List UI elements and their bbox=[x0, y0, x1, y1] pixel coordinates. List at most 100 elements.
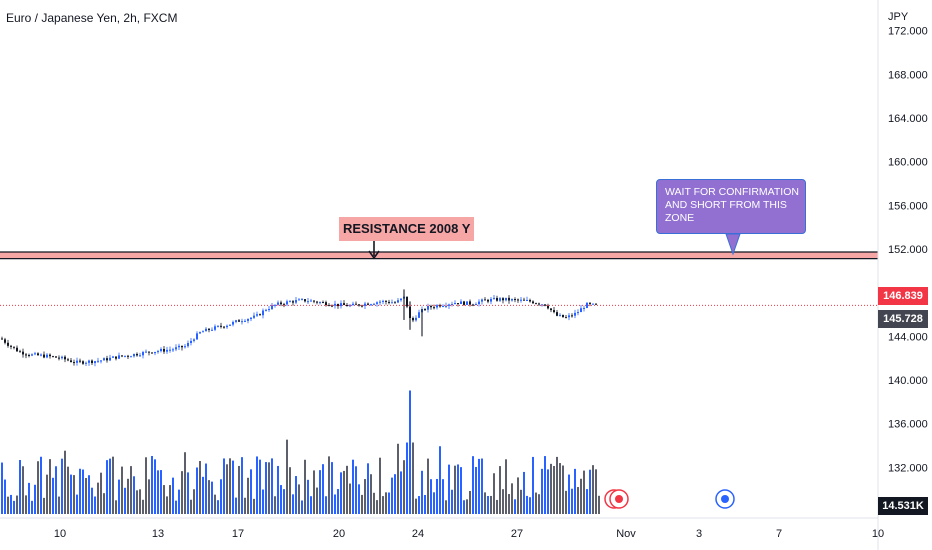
candle-body bbox=[52, 356, 54, 358]
volume-bar bbox=[244, 497, 246, 514]
volume-bar bbox=[262, 489, 264, 514]
x-tick-label: 3 bbox=[696, 528, 702, 540]
volume-bar bbox=[370, 474, 372, 514]
volume-bar bbox=[295, 476, 297, 514]
volume-bar bbox=[361, 494, 363, 514]
candle-body bbox=[40, 354, 42, 356]
candle-body bbox=[214, 326, 216, 330]
volume-bar bbox=[478, 458, 480, 514]
candles bbox=[1, 289, 597, 367]
volume-bar bbox=[475, 466, 477, 514]
candle-body bbox=[532, 301, 534, 304]
resistance-label[interactable]: RESISTANCE 2008 Y bbox=[339, 217, 475, 241]
volume-bar bbox=[457, 464, 459, 514]
candle-body bbox=[76, 360, 78, 363]
volume-bar bbox=[1, 462, 3, 514]
candle-body bbox=[313, 300, 315, 302]
volume-bar bbox=[91, 487, 93, 514]
candle-body bbox=[37, 353, 39, 356]
volume-bar bbox=[427, 458, 429, 514]
candle-body bbox=[487, 299, 489, 302]
candle-body bbox=[46, 354, 48, 358]
candle-body bbox=[94, 361, 96, 364]
candle-body bbox=[373, 303, 375, 305]
candle-body bbox=[556, 312, 558, 316]
candle-body bbox=[523, 299, 525, 301]
candle-body bbox=[502, 298, 504, 301]
candle-body bbox=[115, 356, 117, 359]
candle-body bbox=[79, 360, 81, 362]
volume-bar bbox=[190, 499, 192, 514]
volume-bar bbox=[484, 492, 486, 514]
volume-bar bbox=[313, 470, 315, 514]
volume-bar bbox=[271, 458, 273, 514]
callout-note[interactable]: WAIT FOR CONFIRMATION AND SHORT FROM THI… bbox=[656, 179, 806, 234]
volume-bar bbox=[232, 460, 234, 514]
x-tick-label: 27 bbox=[511, 528, 523, 540]
candle-body bbox=[538, 303, 540, 305]
volume-bar bbox=[241, 457, 243, 514]
candle-body bbox=[361, 305, 363, 307]
last-price-tag: 146.839 bbox=[878, 287, 928, 305]
volume-bar bbox=[73, 475, 75, 514]
volume-bar bbox=[58, 496, 60, 514]
volume-bar bbox=[280, 485, 282, 514]
candle-body bbox=[217, 325, 219, 327]
volume-bar bbox=[409, 390, 411, 514]
candle-body bbox=[406, 296, 408, 307]
candle-body bbox=[439, 305, 441, 307]
volume-bar bbox=[238, 465, 240, 514]
volume-bar bbox=[52, 477, 54, 514]
volume-bar bbox=[580, 478, 582, 514]
volume-bar bbox=[85, 478, 87, 514]
volume-bar bbox=[154, 459, 156, 514]
candle-body bbox=[325, 302, 327, 306]
volume-bar bbox=[97, 482, 99, 514]
candle-body bbox=[301, 299, 303, 301]
volume-bar bbox=[343, 470, 345, 514]
volume-bar bbox=[568, 474, 570, 514]
candle-body bbox=[202, 331, 204, 333]
candle-body bbox=[109, 357, 111, 361]
candle-body bbox=[133, 353, 135, 357]
candle-body bbox=[511, 299, 513, 301]
volume-bar bbox=[562, 465, 564, 514]
candle-body bbox=[97, 360, 99, 362]
volume-bar bbox=[106, 460, 108, 514]
volume-bar bbox=[493, 473, 495, 514]
volume-bar bbox=[367, 463, 369, 514]
volume-bar bbox=[34, 484, 36, 514]
volume-bar bbox=[112, 456, 114, 514]
candle-body bbox=[322, 302, 324, 304]
candle-body bbox=[391, 302, 393, 304]
candle-body bbox=[397, 300, 399, 303]
candle-body bbox=[238, 320, 240, 322]
candle-body bbox=[415, 317, 417, 321]
candle-body bbox=[529, 300, 531, 302]
volume-bar bbox=[181, 471, 183, 514]
volume-bar bbox=[208, 480, 210, 514]
volume-bar bbox=[451, 489, 453, 514]
x-tick-label: 10 bbox=[54, 528, 66, 540]
candle-body bbox=[484, 299, 486, 301]
candle-body bbox=[595, 303, 597, 305]
candle-body bbox=[304, 299, 306, 302]
volume-bar bbox=[373, 492, 375, 514]
candle-body bbox=[382, 300, 384, 302]
volume-bar bbox=[298, 484, 300, 514]
candle-body bbox=[142, 352, 144, 356]
candle-body bbox=[148, 351, 150, 353]
y-tick-label: 172.000 bbox=[888, 26, 928, 38]
candle-body bbox=[463, 301, 465, 305]
volume-bar bbox=[256, 456, 258, 514]
candle-body bbox=[193, 339, 195, 341]
volume-bar bbox=[502, 489, 504, 514]
volume-bar bbox=[433, 492, 435, 514]
volume-bar bbox=[163, 485, 165, 514]
volume-bar bbox=[349, 483, 351, 514]
candle-body bbox=[505, 297, 507, 301]
candle-body bbox=[16, 347, 18, 352]
volume-bar bbox=[394, 474, 396, 514]
candle-body bbox=[34, 353, 36, 355]
